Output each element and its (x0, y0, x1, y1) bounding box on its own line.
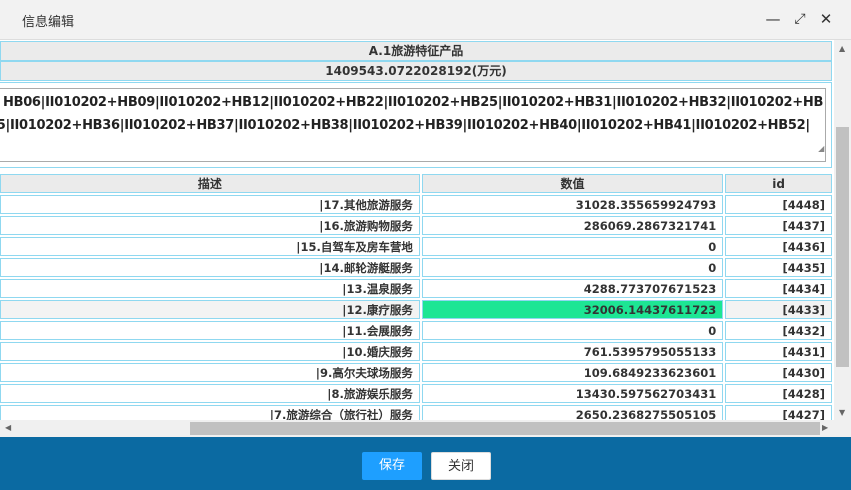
table-row[interactable]: |12.康疗服务 32006.14437611723 [4433] (0, 300, 832, 319)
cell-id: [4432] (725, 321, 832, 340)
data-table: 描述 数值 id |17.其他旅游服务 31028.355659924793 [44… (0, 172, 834, 420)
cell-value[interactable]: 0 (421, 321, 724, 340)
scroll-up-icon[interactable]: ▲ (839, 44, 846, 53)
window-title: 信息编辑 (22, 15, 75, 30)
cell-desc: |17.其他旅游服务 (0, 195, 420, 214)
table-row[interactable]: |17.其他旅游服务 31028.355659924793 [4448] (0, 195, 832, 214)
cell-id: [4430] (725, 363, 832, 382)
table-row[interactable]: |14.邮轮游艇服务 0 [4435] (0, 258, 832, 277)
footer: 保存 关闭 (0, 437, 851, 490)
table-row[interactable]: |16.旅游购物服务 286069.2867321741 [4437] (0, 216, 832, 235)
cell-value[interactable]: 13430.597562703431 (421, 384, 724, 403)
maximize-icon[interactable]: ⤢ (794, 11, 806, 27)
cell-id: [4437] (725, 216, 832, 235)
cell-id: [4428] (725, 384, 832, 403)
cell-value[interactable]: 109.6849233623601 (421, 363, 724, 382)
cell-value[interactable]: 0 (421, 237, 724, 256)
table-row[interactable]: |10.婚庆服务 761.5395795055133 [4431] (0, 342, 832, 361)
cell-value[interactable]: 2650.2368275505105 (421, 405, 724, 420)
table-row[interactable]: |7.旅游综合（旅行社）服务 2650.2368275505105 [4427] (0, 405, 832, 420)
table-row[interactable]: |15.自驾车及房车营地 0 [4436] (0, 237, 832, 256)
cell-desc: |14.邮轮游艇服务 (0, 258, 420, 277)
table-row[interactable]: |13.温泉服务 4288.773707671523 [4434] (0, 279, 832, 298)
cell-value[interactable]: 0 (421, 258, 724, 277)
content-area: A.1旅游特征产品 1409543.0722028192(万元) HB06|II… (0, 40, 834, 420)
close-icon[interactable]: ✕ (819, 10, 833, 28)
cell-desc: |12.康疗服务 (0, 300, 420, 319)
cell-desc: |9.高尔夫球场服务 (0, 363, 420, 382)
resize-grip-icon[interactable]: ◢ (818, 144, 824, 153)
formula-line: HB06|II010202+HB09|II010202+HB12|II01020… (3, 95, 824, 110)
vertical-scrollbar[interactable]: ▲ ▼ (834, 40, 851, 437)
vertical-scroll-thumb[interactable] (836, 127, 849, 367)
scroll-down-icon[interactable]: ▼ (839, 408, 846, 417)
cell-desc: |10.婚庆服务 (0, 342, 420, 361)
cell-id: [4431] (725, 342, 832, 361)
cell-value[interactable]: 4288.773707671523 (421, 279, 724, 298)
cell-id: [4427] (725, 405, 832, 420)
cell-desc: |11.会展服务 (0, 321, 420, 340)
column-header-value[interactable]: 数值 (421, 174, 724, 193)
cell-desc: |8.旅游娱乐服务 (0, 384, 420, 403)
formula-textarea[interactable]: HB06|II010202+HB09|II010202+HB12|II01020… (0, 88, 826, 162)
cell-desc: |7.旅游综合（旅行社）服务 (0, 405, 420, 420)
horizontal-scroll-thumb[interactable] (190, 422, 820, 435)
cell-value[interactable]: 286069.2867321741 (421, 216, 724, 235)
formula-line: 35|II010202+HB36|II010202+HB37|II010202+… (0, 118, 810, 133)
cell-id: [4448] (725, 195, 832, 214)
cell-id: [4436] (725, 237, 832, 256)
cell-desc: |15.自驾车及房车营地 (0, 237, 420, 256)
formula-wrapper: HB06|II010202+HB09|II010202+HB12|II01020… (0, 82, 832, 168)
column-header-id[interactable]: id (725, 174, 832, 193)
cell-desc: |13.温泉服务 (0, 279, 420, 298)
scroll-right-icon[interactable]: ▶ (822, 423, 829, 432)
cell-id: [4433] (725, 300, 832, 319)
category-header: A.1旅游特征产品 (0, 41, 832, 61)
table-row[interactable]: |9.高尔夫球场服务 109.6849233623601 [4430] (0, 363, 832, 382)
scroll-left-icon[interactable]: ◀ (5, 423, 12, 432)
cell-id: [4434] (725, 279, 832, 298)
title-bar: 信息编辑 — ⤢ ✕ (0, 0, 851, 40)
cell-value[interactable]: 761.5395795055133 (421, 342, 724, 361)
cell-value[interactable]: 31028.355659924793 (421, 195, 724, 214)
cell-desc: |16.旅游购物服务 (0, 216, 420, 235)
cell-id: [4435] (725, 258, 832, 277)
table-row[interactable]: |11.会展服务 0 [4432] (0, 321, 832, 340)
total-header: 1409543.0722028192(万元) (0, 61, 832, 81)
save-button[interactable]: 保存 (362, 452, 422, 480)
table-row[interactable]: |8.旅游娱乐服务 13430.597562703431 [4428] (0, 384, 832, 403)
column-header-desc[interactable]: 描述 (0, 174, 420, 193)
close-button[interactable]: 关闭 (431, 452, 491, 480)
minimize-icon[interactable]: — (765, 10, 781, 28)
cell-value[interactable]: 32006.14437611723 (421, 300, 724, 319)
horizontal-scrollbar[interactable]: ◀ ▶ (0, 420, 834, 437)
